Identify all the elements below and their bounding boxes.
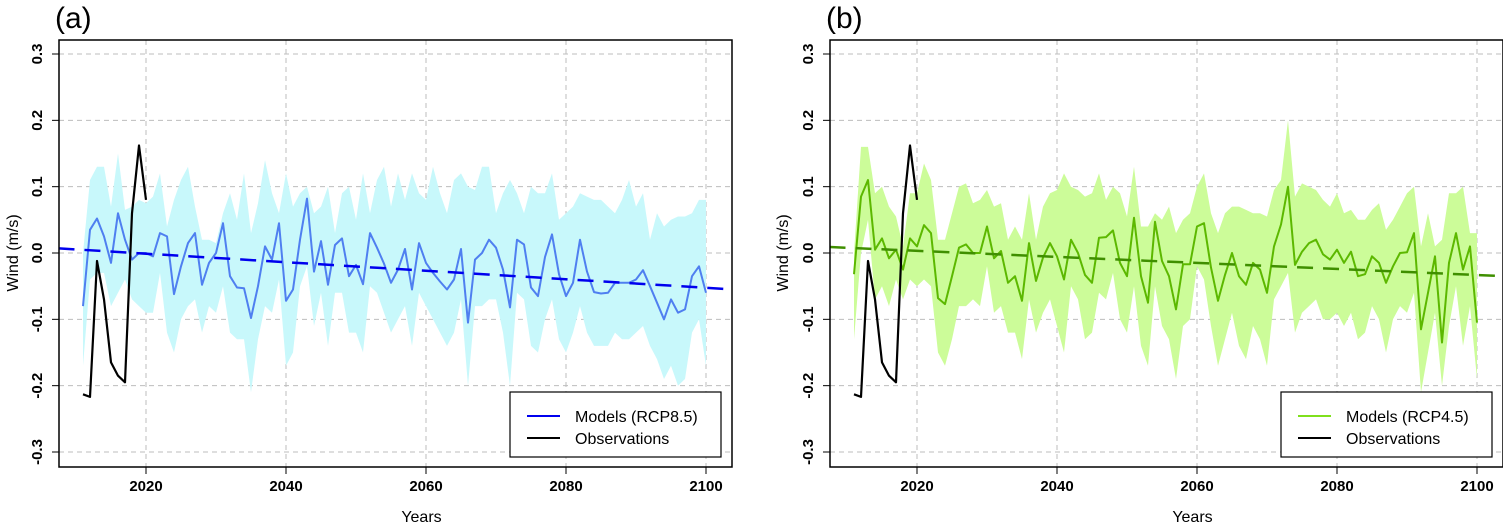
- legend: Models (RCP8.5) Observations: [509, 391, 722, 458]
- x-tick-label: 2100: [1460, 478, 1493, 495]
- legend-label: Observations: [1346, 431, 1440, 448]
- panel-label: (b): [826, 2, 863, 35]
- y-tick-label: 0.0: [800, 243, 817, 264]
- y-axis-title: Wind (m/s): [775, 214, 792, 291]
- legend: Models (RCP4.5) Observations: [1280, 391, 1493, 458]
- x-tick-label: 2100: [689, 478, 722, 495]
- y-tick-label: 0.1: [29, 176, 46, 197]
- y-tick-label: 0.1: [800, 176, 817, 197]
- y-axis: -0.3 -0.2 -0.1 0.0 0.1 0.2 0.3: [29, 44, 59, 465]
- legend-box: [509, 391, 722, 458]
- y-tick-label: 0.2: [29, 110, 46, 131]
- x-axis: 2020 2040 2060 2080 2100: [129, 467, 723, 495]
- model-spread-band: [83, 153, 706, 393]
- model-spread-band: [854, 120, 1477, 393]
- legend-box: [1280, 391, 1493, 458]
- x-axis: 2020 2040 2060 2080 2100: [900, 467, 1494, 495]
- x-axis-title: Years: [401, 509, 441, 524]
- y-tick-label: -0.2: [800, 373, 817, 399]
- y-tick-label: 0.3: [29, 44, 46, 65]
- model-mean-line: [853, 179, 1478, 344]
- y-axis-title: Wind (m/s): [5, 214, 22, 291]
- legend-label: Observations: [575, 431, 669, 448]
- panel-b: (b) 2020 2040 2060 2080 2100 Years -0.3 -0.2 -0.1…: [775, 2, 1503, 524]
- x-tick-label: 2060: [409, 478, 442, 495]
- y-tick-label: -0.1: [29, 306, 46, 332]
- model-mean-line: [82, 197, 707, 324]
- y-tick-label: -0.1: [800, 306, 817, 332]
- x-axis-title: Years: [1172, 509, 1212, 524]
- y-tick-label: -0.2: [29, 373, 46, 399]
- y-tick-label: 0.0: [29, 243, 46, 264]
- y-tick-label: 0.3: [800, 44, 817, 65]
- observations-line: [853, 144, 919, 398]
- panel-a: (a) 2020 2040 2060 2080 2100 Years -0.3 -0.2 -0.1…: [5, 2, 733, 524]
- legend-label: Models (RCP8.5): [575, 409, 698, 426]
- trend-line: [830, 245, 1503, 278]
- x-tick-label: 2080: [549, 478, 582, 495]
- observations-line: [82, 144, 148, 398]
- panel-label: (a): [55, 2, 92, 35]
- y-axis: -0.3 -0.2 -0.1 0.0 0.1 0.2 0.3: [800, 44, 830, 465]
- legend-label: Models (RCP4.5): [1346, 409, 1469, 426]
- x-tick-label: 2040: [1040, 478, 1073, 495]
- x-tick-label: 2040: [269, 478, 302, 495]
- x-tick-label: 2020: [900, 478, 933, 495]
- x-tick-label: 2060: [1180, 478, 1213, 495]
- x-tick-label: 2020: [129, 478, 162, 495]
- y-tick-label: -0.3: [29, 439, 46, 465]
- trend-line: [59, 247, 732, 291]
- x-tick-label: 2080: [1320, 478, 1353, 495]
- y-tick-label: -0.3: [800, 439, 817, 465]
- y-tick-label: 0.2: [800, 110, 817, 131]
